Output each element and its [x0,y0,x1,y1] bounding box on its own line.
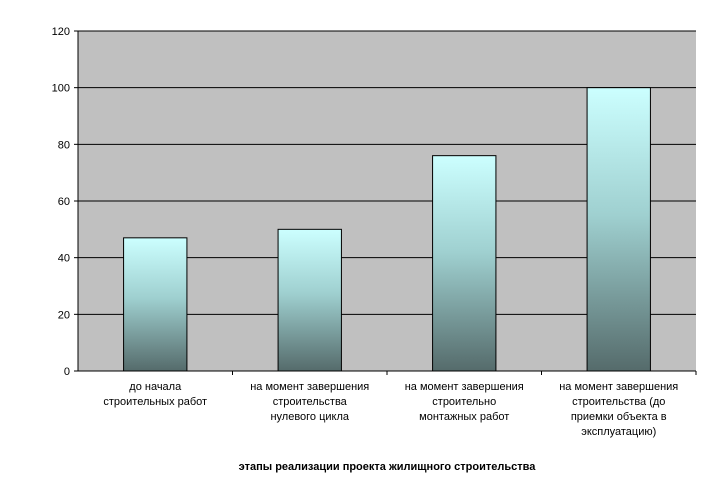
bar [586,87,651,372]
bar [277,228,342,372]
x-category-label-line: нулевого цикла [270,411,349,423]
x-axis-categories: до начала строительных работ на момент зав… [103,371,697,438]
x-category-label-line: монтажных работ [419,411,509,423]
y-tick-label: 120 [52,26,70,38]
y-tick-label: 40 [58,253,70,265]
x-category-label-line: строительных работ [103,396,207,408]
x-category-label-line: строительства [273,396,348,408]
x-category-label: на момент завершения строительства (до при… [559,381,678,438]
x-axis-title: этапы реализации проекта жилищного строи… [239,461,537,473]
x-category-label-line: на момент завершения [405,381,524,393]
bar [123,237,188,372]
x-category-label: на момент завершения строительства нулевог… [250,381,369,423]
x-category-label-line: приемки объекта в [571,411,667,423]
y-tick-label: 0 [64,366,70,378]
y-tick-label: 100 [52,83,70,95]
y-tick-label: 20 [58,309,70,321]
x-category-label-line: на момент завершения [250,381,369,393]
y-tick-label: 60 [58,196,70,208]
x-category-label-line: эксплуатацию) [581,426,656,438]
x-category-label: до начала строительных работ [103,381,207,408]
bar [432,155,497,372]
x-category-label-line: до начала [129,381,182,393]
x-category-label-line: на момент завершения [559,381,678,393]
x-category-label-line: строительно [432,396,496,408]
y-axis-ticks: 0 20 40 60 80 100 120 [52,26,696,378]
x-category-label-line: строительства (до [572,396,665,408]
x-category-label: на момент завершения строительно монтажных… [405,381,524,423]
y-tick-label: 80 [58,139,70,151]
